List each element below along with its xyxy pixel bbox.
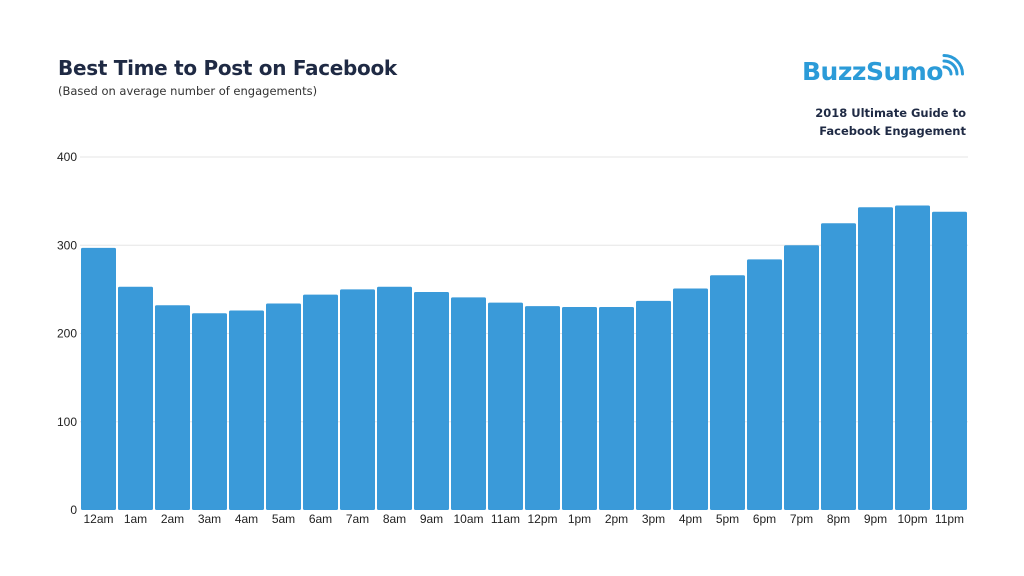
x-tick-label: 7am xyxy=(346,512,369,526)
x-tick-label: 5pm xyxy=(716,512,739,526)
bar-4pm xyxy=(673,288,708,510)
x-tick-label: 6am xyxy=(309,512,332,526)
x-tick-label: 5am xyxy=(272,512,295,526)
bar-9am xyxy=(414,292,449,510)
bar-3am xyxy=(192,313,227,510)
bar-5am xyxy=(266,303,301,510)
x-tick-label: 1am xyxy=(124,512,147,526)
x-tick-label: 11am xyxy=(491,512,520,526)
guide-caption: 2018 Ultimate Guide to Facebook Engageme… xyxy=(815,104,966,140)
bar-5pm xyxy=(710,275,745,510)
guide-line-2: Facebook Engagement xyxy=(819,124,966,138)
bar-10pm xyxy=(895,205,930,511)
x-tick-label: 3am xyxy=(198,512,221,526)
chart-title: Best Time to Post on Facebook xyxy=(58,56,397,80)
x-tick-label: 8am xyxy=(383,512,406,526)
y-tick-label: 300 xyxy=(57,238,77,252)
x-tick-label: 2pm xyxy=(605,512,628,526)
x-tick-label: 4am xyxy=(235,512,258,526)
x-tick-label: 2am xyxy=(161,512,184,526)
x-tick-label: 10am xyxy=(453,512,483,526)
bar-3pm xyxy=(636,300,671,510)
bar-11pm xyxy=(932,211,967,510)
bar-9pm xyxy=(858,207,893,511)
x-tick-label: 8pm xyxy=(827,512,850,526)
x-tick-label: 11pm xyxy=(935,512,964,526)
x-tick-label: 6pm xyxy=(753,512,776,526)
buzzsumo-logo: BuzzSumo xyxy=(802,54,965,90)
bar-12pm xyxy=(525,306,560,510)
x-tick-label: 9pm xyxy=(864,512,887,526)
bar-2pm xyxy=(599,307,634,510)
guide-line-1: 2018 Ultimate Guide to xyxy=(815,106,966,120)
y-tick-label: 400 xyxy=(57,150,77,164)
y-tick-label: 200 xyxy=(57,327,77,341)
bar-12am xyxy=(81,247,116,510)
x-tick-label: 4pm xyxy=(679,512,702,526)
bar-10am xyxy=(451,297,486,510)
x-tick-label: 12pm xyxy=(527,512,557,526)
x-tick-label: 10pm xyxy=(897,512,927,526)
bar-8am xyxy=(377,286,412,510)
gridlines xyxy=(80,156,968,423)
x-axis-labels: 12am 1am 2am 3am 4am 5am 6am 7am 8am 9am 10am 11am 1… xyxy=(83,512,964,526)
bar-8pm xyxy=(821,223,856,510)
bar-1pm xyxy=(562,307,597,510)
chart-subtitle: (Based on average number of engagements) xyxy=(58,84,318,98)
logo-text: BuzzSumo xyxy=(802,57,943,86)
bar-1am xyxy=(118,286,153,510)
x-tick-label: 3pm xyxy=(642,512,665,526)
bar-7pm xyxy=(784,245,819,510)
y-tick-label: 100 xyxy=(57,415,77,429)
x-tick-label: 12am xyxy=(83,512,113,526)
bar-6pm xyxy=(747,259,782,510)
bar-6am xyxy=(303,294,338,510)
bar-11am xyxy=(488,302,523,510)
x-tick-label: 1pm xyxy=(568,512,591,526)
bar-2am xyxy=(155,305,190,510)
signal-wave-icon xyxy=(942,54,964,76)
bar-7am xyxy=(340,289,375,511)
y-axis-ticks: 0 100 200 300 400 xyxy=(57,150,77,517)
bars xyxy=(81,205,967,511)
x-tick-label: 7pm xyxy=(790,512,813,526)
x-tick-label: 9am xyxy=(420,512,443,526)
y-tick-label: 0 xyxy=(70,503,77,517)
bar-4am xyxy=(229,310,264,510)
